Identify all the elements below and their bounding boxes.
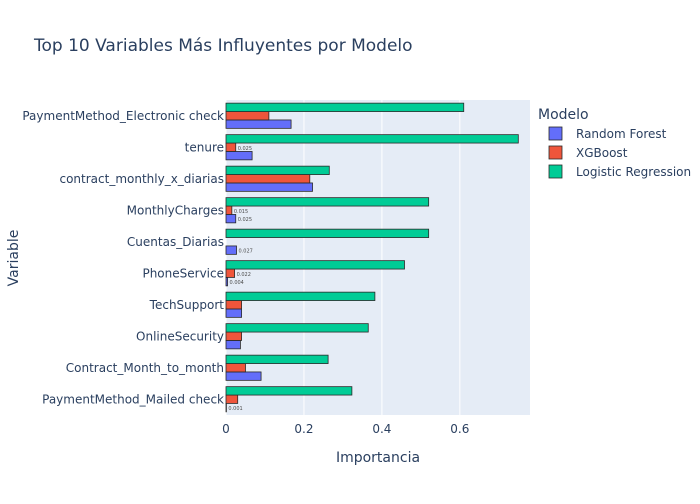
y-tick-label: tenure — [185, 140, 224, 154]
bar-xgboost-contract-month-to-month — [226, 364, 245, 372]
bar-data-label: 0.025 — [238, 217, 252, 223]
bar-xgboost-tenure — [226, 143, 236, 151]
x-axis-title: Importancia — [336, 450, 420, 466]
y-tick-label: OnlineSecurity — [136, 329, 224, 343]
plot-area — [226, 100, 530, 415]
bar-random-forest-cuentas-diarias — [226, 246, 237, 254]
legend: Modelo Random Forest XGBoost Logistic Regr… — [538, 107, 691, 179]
bar-data-label: 0.027 — [239, 249, 253, 255]
bar-logistic-regression-phoneservice — [226, 261, 405, 269]
bar-logistic-regression-onlinesecurity — [226, 324, 368, 332]
legend-label-xgboost: XGBoost — [576, 146, 628, 160]
bar-logistic-regression-paymentmethod-electronic-check — [226, 103, 464, 111]
bar-data-label: 0.001 — [228, 406, 242, 412]
bar-random-forest-onlinesecurity — [226, 340, 240, 348]
x-tick-label: 0.4 — [372, 422, 391, 436]
bar-data-label: 0.025 — [238, 146, 252, 152]
y-tick-label: PaymentMethod_Mailed check — [42, 392, 224, 406]
bar-xgboost-monthlycharges — [226, 206, 232, 214]
legend-label-random-forest: Random Forest — [576, 127, 667, 141]
bar-logistic-regression-cuentas-diarias — [226, 229, 429, 237]
bar-data-label: 0.015 — [234, 209, 248, 215]
bar-random-forest-phoneservice — [226, 277, 228, 285]
bar-logistic-regression-contract-month-to-month — [226, 355, 328, 363]
bar-random-forest-monthlycharges — [226, 214, 236, 222]
y-tick-label: PhoneService — [142, 266, 224, 280]
bar-xgboost-paymentmethod-mailed-check — [226, 395, 238, 403]
bar-data-label: 0.004 — [230, 280, 244, 286]
chart-title: Top 10 Variables Más Influyentes por Mod… — [33, 36, 413, 56]
y-axis-ticks: PaymentMethod_Electronic check tenure cont… — [22, 109, 224, 407]
bar-xgboost-paymentmethod-electronic-check — [226, 112, 269, 120]
y-tick-label: TechSupport — [149, 298, 225, 312]
bar-random-forest-techsupport — [226, 309, 242, 317]
x-tick-label: 0 — [222, 422, 230, 436]
y-axis-title: Variable — [6, 230, 22, 287]
bar-xgboost-techsupport — [226, 301, 242, 309]
y-tick-label: MonthlyCharges — [127, 203, 224, 217]
y-tick-label: Contract_Month_to_month — [66, 361, 224, 375]
bar-logistic-regression-paymentmethod-mailed-check — [226, 387, 352, 395]
bar-logistic-regression-techsupport — [226, 292, 375, 300]
bar-random-forest-contract-monthly-x-diarias — [226, 183, 313, 191]
legend-title: Modelo — [538, 107, 589, 123]
y-tick-label: contract_monthly_x_diarias — [59, 172, 224, 186]
bar-xgboost-contract-monthly-x-diarias — [226, 175, 310, 183]
bar-data-label: 0.022 — [237, 272, 251, 278]
bar-random-forest-contract-month-to-month — [226, 372, 261, 380]
y-tick-label: Cuentas_Diarias — [127, 235, 224, 249]
bar-xgboost-phoneservice — [226, 269, 235, 277]
y-tick-label: PaymentMethod_Electronic check — [22, 109, 224, 123]
bar-xgboost-onlinesecurity — [226, 332, 242, 340]
x-tick-label: 0.2 — [294, 422, 313, 436]
bar-logistic-regression-tenure — [226, 135, 518, 143]
x-tick-label: 0.6 — [450, 422, 469, 436]
bar-random-forest-paymentmethod-electronic-check — [226, 120, 291, 128]
legend-swatch-logistic-regression — [549, 165, 562, 178]
bar-logistic-regression-contract-monthly-x-diarias — [226, 166, 329, 174]
bar-random-forest-tenure — [226, 151, 252, 159]
legend-label-logistic-regression: Logistic Regression — [576, 165, 691, 179]
bar-logistic-regression-monthlycharges — [226, 198, 429, 206]
x-axis-ticks: 0 0.2 0.4 0.6 — [222, 422, 469, 436]
legend-items: Random Forest XGBoost Logistic Regression — [549, 127, 691, 179]
legend-swatch-random-forest — [549, 127, 562, 140]
legend-swatch-xgboost — [549, 146, 562, 159]
